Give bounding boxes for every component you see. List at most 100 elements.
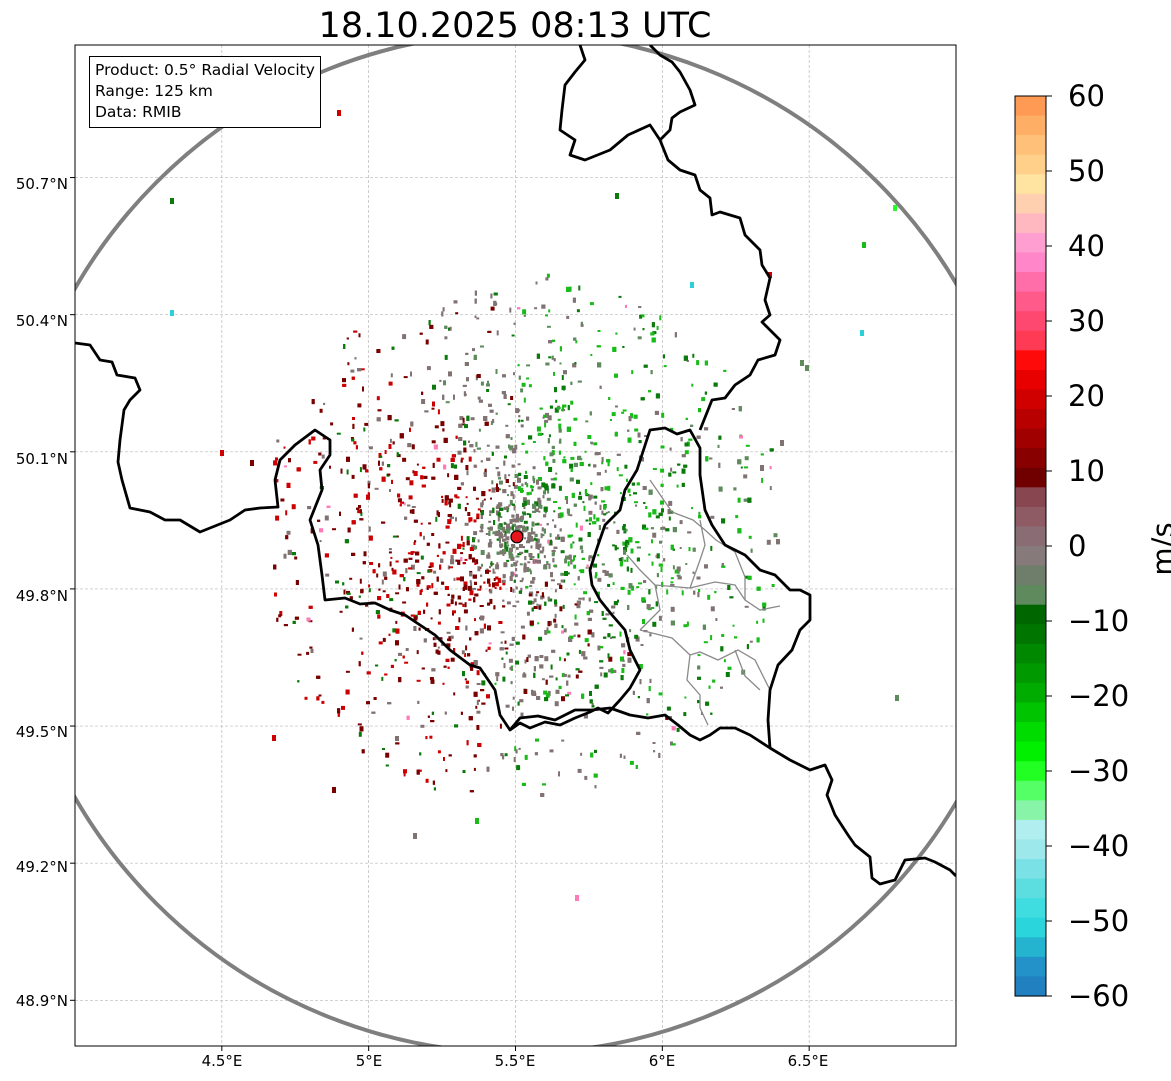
velocity-gate (477, 539, 480, 543)
velocity-gate (407, 443, 412, 448)
velocity-gate (514, 746, 517, 752)
colorbar-segment (1015, 937, 1046, 958)
velocity-gate (530, 545, 533, 549)
velocity-gate (495, 445, 500, 449)
velocity-gate (493, 520, 496, 525)
velocity-gate (737, 459, 742, 465)
velocity-gate (532, 510, 537, 513)
velocity-gate (294, 556, 298, 560)
velocity-gate (498, 502, 503, 507)
velocity-gate (476, 670, 480, 676)
velocity-gate (443, 380, 446, 386)
velocity-gate (534, 307, 538, 310)
velocity-gate (497, 471, 501, 477)
velocity-gate (714, 591, 717, 594)
colorbar-tick-label: 50 (1068, 154, 1105, 188)
velocity-gate (433, 570, 437, 574)
velocity-gate (593, 442, 598, 446)
velocity-gate (542, 783, 546, 786)
velocity-gate (559, 656, 561, 661)
velocity-gate (587, 435, 592, 439)
velocity-gate (518, 415, 521, 418)
velocity-gate (535, 538, 538, 542)
velocity-gate (558, 423, 562, 429)
velocity-gate (170, 198, 174, 204)
velocity-gate (275, 515, 280, 521)
velocity-gate (452, 548, 457, 554)
velocity-gate (464, 362, 469, 366)
velocity-gate (555, 677, 558, 681)
colorbar-tick-label: 10 (1068, 454, 1105, 488)
velocity-gate (362, 386, 364, 392)
velocity-gate (498, 516, 503, 518)
velocity-gate (622, 541, 626, 546)
velocity-gate (653, 750, 656, 753)
velocity-gate (337, 708, 341, 714)
velocity-gate (651, 607, 655, 609)
velocity-gate (733, 487, 737, 491)
velocity-gate (663, 558, 666, 562)
velocity-gate (495, 672, 500, 677)
velocity-gate (424, 410, 429, 413)
velocity-gate (489, 526, 493, 531)
velocity-gate (532, 503, 537, 509)
velocity-gate (691, 507, 693, 510)
velocity-gate (517, 307, 521, 310)
velocity-gate (570, 400, 574, 405)
velocity-gate (420, 522, 423, 525)
velocity-gate (697, 654, 701, 657)
velocity-gate (450, 657, 455, 662)
velocity-gate (495, 576, 499, 580)
velocity-gate (690, 282, 694, 288)
velocity-gate (566, 315, 570, 319)
velocity-gate (457, 595, 461, 600)
velocity-gate (585, 493, 589, 495)
velocity-gate (442, 682, 445, 685)
velocity-gate (558, 685, 562, 689)
velocity-gate (604, 469, 607, 473)
velocity-gate (359, 578, 362, 584)
velocity-gate (503, 562, 508, 568)
velocity-gate (532, 577, 536, 581)
velocity-gate (450, 559, 455, 565)
velocity-gate (561, 385, 566, 390)
velocity-gate (563, 658, 566, 662)
velocity-gate (517, 701, 520, 706)
velocity-gate (553, 371, 555, 376)
velocity-gate (506, 559, 510, 562)
velocity-gate (469, 547, 474, 551)
velocity-gate (745, 444, 750, 447)
velocity-gate (460, 711, 463, 715)
velocity-gate (495, 530, 500, 534)
velocity-gate (510, 437, 513, 440)
velocity-gate (444, 586, 449, 590)
velocity-gate (352, 417, 355, 420)
velocity-gate (280, 498, 285, 502)
velocity-gate (288, 458, 291, 463)
velocity-gate (579, 525, 583, 531)
velocity-gate (359, 637, 363, 640)
velocity-gate (529, 585, 533, 588)
velocity-gate (597, 452, 601, 455)
velocity-gate (516, 600, 520, 603)
velocity-gate (356, 507, 360, 510)
velocity-gate (453, 692, 456, 696)
velocity-gate (579, 491, 582, 495)
velocity-gate (473, 531, 478, 536)
velocity-gate (511, 525, 514, 531)
velocity-gate (511, 523, 516, 527)
velocity-gate (769, 448, 774, 452)
velocity-gate (376, 349, 381, 353)
velocity-gate (574, 362, 577, 365)
velocity-gate (635, 504, 638, 507)
velocity-gate (467, 512, 471, 516)
velocity-gate (391, 479, 393, 484)
velocity-gate (516, 765, 521, 771)
velocity-gate (483, 623, 486, 629)
velocity-gate (512, 494, 515, 500)
velocity-gate (692, 571, 695, 574)
velocity-gate (594, 501, 597, 505)
velocity-gate (538, 636, 543, 641)
velocity-gate (663, 365, 667, 368)
velocity-gate (358, 595, 361, 598)
